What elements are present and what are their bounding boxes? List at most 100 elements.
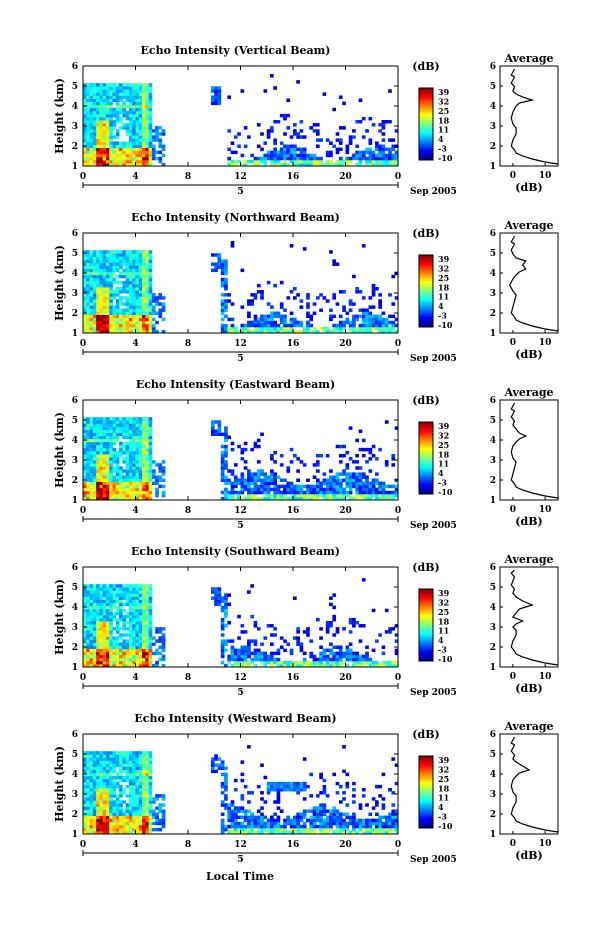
heatmap-cell: [279, 490, 284, 495]
heatmap-cell: [115, 159, 120, 164]
heatmap-cell: [86, 788, 90, 792]
heatmap-cell: [293, 827, 297, 832]
heatmap-cell: [237, 809, 241, 813]
heatmap-cell: [135, 490, 140, 495]
heatmap-cell: [132, 454, 136, 458]
colorbar-swatch: [419, 635, 433, 638]
heatmap-cell: [115, 287, 120, 291]
heatmap-cell: [92, 156, 97, 161]
heatmap-cell: [132, 98, 136, 102]
heatmap-cell: [309, 323, 314, 328]
heatmap-cell: [115, 642, 120, 646]
heatmap-cell: [335, 472, 340, 476]
heatmap-cell: [224, 478, 228, 482]
heatmap-cell: [329, 602, 333, 607]
heatmap-cell: [148, 329, 153, 334]
avg-x-tick-label: 10: [539, 505, 552, 515]
heatmap-cell: [125, 487, 130, 492]
heatmap-cell: [83, 98, 87, 102]
heatmap-cell: [348, 818, 353, 823]
heatmap-cell: [214, 253, 218, 257]
heatmap-cell: [155, 806, 159, 810]
heatmap-cell: [240, 660, 245, 665]
heatmap-cell: [145, 657, 150, 662]
heatmap-cell: [381, 329, 386, 334]
avg-y-tick-label: 5: [490, 82, 496, 92]
heatmap-cell: [89, 250, 94, 254]
heatmap-cell: [86, 144, 90, 148]
heatmap-cell: [109, 490, 113, 495]
heatmap-cell: [112, 423, 117, 427]
heatmap-cell: [135, 475, 140, 479]
heatmap-cell: [335, 159, 340, 164]
heatmap-cell: [161, 815, 166, 820]
heatmap-cell: [138, 809, 143, 813]
heatmap-cell: [115, 83, 120, 87]
heatmap-cell: [247, 135, 251, 139]
heatmap-cell: [96, 590, 100, 594]
heatmap-cell: [276, 326, 281, 331]
heatmap-cell: [89, 800, 94, 804]
heatmap-cell: [358, 487, 363, 492]
heatmap-cell: [112, 800, 117, 804]
heatmap-cell: [220, 308, 225, 312]
heatmap-cell: [371, 818, 376, 823]
heatmap-cell: [345, 320, 350, 325]
heatmap-cell: [102, 250, 107, 254]
heatmap-cell: [122, 287, 127, 291]
heatmap-cell: [230, 812, 235, 816]
heatmap-cell: [381, 132, 386, 136]
heatmap-cell: [260, 293, 264, 297]
heatmap-cell: [394, 150, 399, 155]
heatmap-cell: [112, 305, 117, 309]
heatmap-cell: [312, 663, 317, 668]
heatmap-cell: [384, 815, 389, 820]
heatmap-cell: [145, 487, 150, 492]
heatmap-cell: [86, 602, 90, 607]
heatmap-cell: [145, 824, 150, 829]
heatmap-cell: [224, 599, 228, 603]
heatmap-cell: [86, 113, 90, 118]
heatmap-cell: [86, 791, 90, 795]
heatmap-cell: [122, 123, 127, 127]
heatmap-cell: [276, 663, 281, 668]
heatmap-cell: [138, 293, 143, 297]
heatmap-cell: [368, 162, 373, 167]
heatmap-cell: [161, 645, 166, 649]
heatmap-cell: [145, 590, 150, 594]
heatmap-cell: [335, 654, 340, 659]
heatmap-cell: [132, 463, 136, 467]
heatmap-cell: [332, 475, 337, 479]
avg-x-tick-label: 0: [510, 505, 516, 515]
heatmap-cell: [132, 493, 136, 498]
heatmap-cell: [128, 104, 133, 109]
heatmap-cell: [309, 815, 314, 820]
heatmap-cell: [312, 463, 317, 467]
heatmap-cell: [132, 447, 136, 452]
heatmap-cell: [119, 478, 123, 482]
heatmap-cell: [342, 126, 346, 130]
heatmap-cell: [145, 447, 150, 452]
heatmap-cell: [128, 162, 133, 167]
heatmap-cell: [109, 478, 113, 482]
heatmap-cell: [276, 824, 281, 829]
heatmap-cell: [96, 827, 100, 832]
heatmap-cell: [260, 821, 264, 826]
heatmap-cell: [388, 490, 392, 495]
heatmap-cell: [332, 809, 337, 813]
heatmap-cell: [96, 141, 100, 145]
heatmap-cell: [243, 496, 248, 501]
heatmap-cell: [375, 496, 379, 501]
heatmap-cell: [352, 156, 356, 161]
heatmap-cell: [105, 89, 110, 93]
heatmap-cell: [371, 806, 376, 810]
heatmap-cell: [112, 614, 117, 619]
colorbar-swatch: [419, 619, 433, 622]
heatmap-cell: [224, 593, 228, 597]
heatmap-cell: [155, 490, 159, 495]
heatmap-cell: [338, 660, 343, 665]
heatmap-cell: [375, 639, 379, 643]
heatmap-cell: [109, 596, 113, 600]
heatmap-cell: [266, 153, 271, 158]
